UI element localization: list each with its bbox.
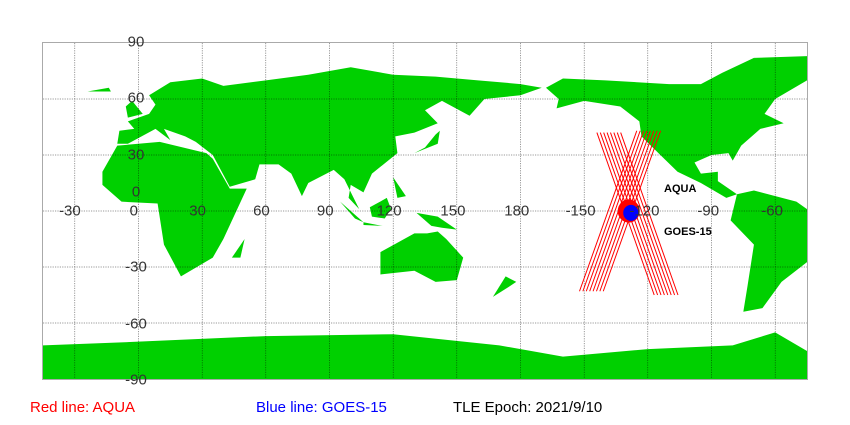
latitude-label: -30 <box>125 258 147 276</box>
landmass-namerica <box>545 57 786 198</box>
continents <box>43 56 807 379</box>
world-map <box>42 42 808 380</box>
longitude-label: -30 <box>59 202 81 220</box>
latitude-label: 30 <box>127 146 145 164</box>
aqua-ground-track <box>583 131 640 292</box>
longitude-label: -90 <box>697 202 720 220</box>
landmass-antarctica <box>43 332 807 379</box>
landmass-australia <box>380 231 464 282</box>
landmass-newzealand <box>492 276 517 297</box>
landmass-newguinea <box>416 212 457 230</box>
latitude-label: 90 <box>127 33 145 51</box>
landmass-samerica <box>730 190 807 312</box>
latitude-label: -60 <box>125 315 147 333</box>
landmass-madagascar <box>231 239 245 258</box>
aqua-ground-track <box>579 131 636 292</box>
landmass-philippines <box>393 177 406 198</box>
landmass-japan <box>414 130 440 154</box>
latitude-label: 0 <box>131 183 141 201</box>
longitude-label: 150 <box>440 202 466 220</box>
landmass-borneo <box>369 197 392 219</box>
landmass-greenland <box>753 56 807 99</box>
landmass-iceland <box>87 87 111 92</box>
latitude-label: -90 <box>125 371 147 389</box>
aqua-ground-track <box>614 133 671 295</box>
longitude-label: -60 <box>761 202 783 220</box>
longitude-label: 180 <box>504 202 530 220</box>
landmass-eurasia <box>117 67 542 210</box>
longitude-label: -150 <box>565 202 596 220</box>
longitude-label: 120 <box>376 202 402 220</box>
satellite-goes-15-marker <box>623 204 639 221</box>
tle-epoch: TLE Epoch: 2021/9/10 <box>453 399 603 416</box>
landmass-java <box>363 222 383 226</box>
aqua-ground-track <box>586 131 643 292</box>
satellite-name-label: GOES-15 <box>664 226 712 238</box>
legend-red-line: Red line: AQUA <box>30 399 136 416</box>
longitude-label: 60 <box>253 202 270 220</box>
satellite-markers <box>617 199 640 223</box>
longitude-label: 30 <box>189 202 206 220</box>
longitude-label: 90 <box>316 202 334 220</box>
latitude-label: 60 <box>127 89 145 107</box>
longitude-label: -120 <box>629 202 660 220</box>
aqua-ground-track <box>621 133 678 295</box>
longitude-label: 0 <box>129 202 138 220</box>
legend-blue-line: Blue line: GOES-15 <box>256 399 387 416</box>
satellite-name-label: AQUA <box>664 183 697 195</box>
